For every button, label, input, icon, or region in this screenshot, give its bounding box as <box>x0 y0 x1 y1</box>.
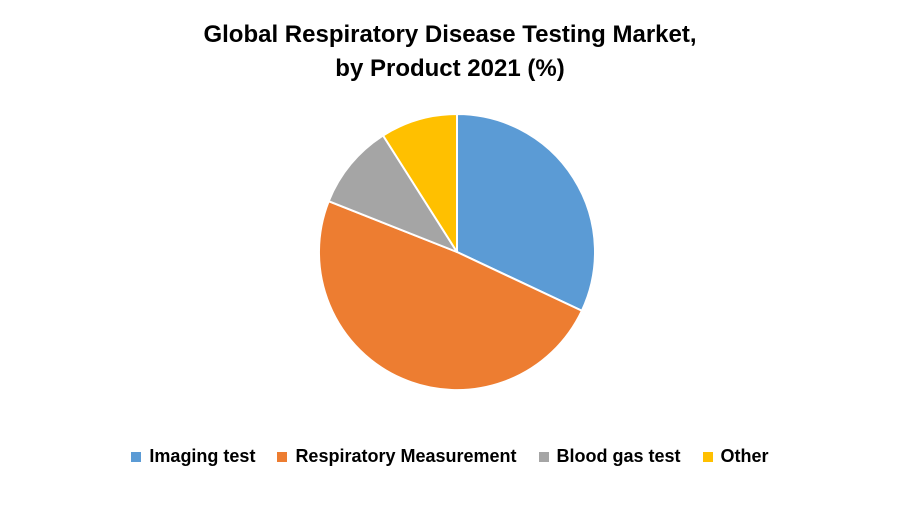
legend-label-respiratory-measurement: Respiratory Measurement <box>295 446 517 466</box>
pie-slice-imaging-test <box>456 113 596 312</box>
legend-swatch-imaging-test <box>131 451 142 462</box>
legend-swatch-blood-gas-test <box>538 451 549 462</box>
legend-item-imaging-test: Imaging test <box>131 446 255 467</box>
legend-swatch-other <box>702 451 713 462</box>
legend-swatch-respiratory-measurement <box>277 451 288 462</box>
pie-slice-blood-gas-test <box>327 134 458 253</box>
pie-slice-respiratory-measurement <box>318 200 583 392</box>
legend-item-blood-gas-test: Blood gas test <box>538 446 681 467</box>
legend-label-blood-gas-test: Blood gas test <box>556 446 681 466</box>
chart-title-line-2: by Product 2021 (%) <box>335 55 565 82</box>
pie-slice-other <box>382 113 458 253</box>
legend-item-respiratory-measurement: Respiratory Measurement <box>277 446 517 467</box>
legend: Imaging test Respiratory Measurement Blo… <box>0 446 900 467</box>
legend-item-other: Other <box>702 446 769 467</box>
legend-label-other: Other <box>720 446 769 466</box>
chart-title: Global Respiratory Disease Testing Marke… <box>0 18 900 86</box>
chart-title-line-1: Global Respiratory Disease Testing Marke… <box>203 21 697 48</box>
legend-label-imaging-test: Imaging test <box>149 446 256 466</box>
